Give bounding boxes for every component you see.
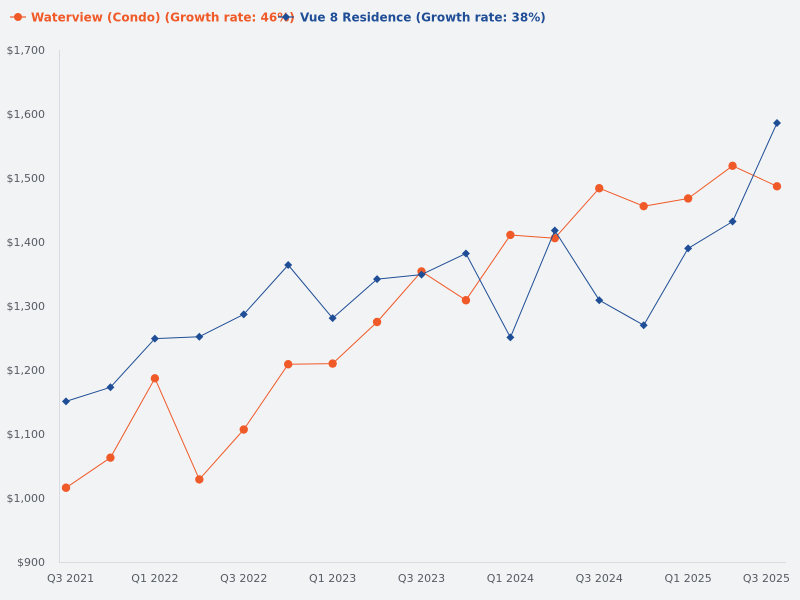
data-point-vue8[interactable] — [639, 321, 648, 330]
data-point-waterview[interactable] — [195, 475, 204, 484]
data-point-waterview[interactable] — [61, 483, 71, 492]
series-line-waterview — [65, 165, 778, 489]
data-point-vue8[interactable] — [506, 333, 515, 342]
data-point-vue8[interactable] — [461, 249, 470, 258]
legend-item-waterview[interactable]: Waterview (Condo) (Growth rate: 46%) — [10, 11, 295, 25]
x-tick-label: Q3 2021 — [47, 572, 94, 585]
data-point-vue8[interactable] — [150, 334, 159, 343]
legend-label-waterview: Waterview (Condo) (Growth rate: 46%) — [31, 11, 295, 25]
x-axis-ticks: Q3 2021 Q1 2022 Q3 2022 Q1 2023 Q3 2023 Q1 20… — [47, 572, 790, 585]
data-point-vue8[interactable] — [417, 270, 426, 279]
legend-item-vue8[interactable]: Vue 8 Residence (Growth rate: 38%) — [278, 11, 546, 25]
data-point-vue8[interactable] — [684, 244, 693, 253]
legend-label-vue8: Vue 8 Residence (Growth rate: 38%) — [300, 11, 546, 25]
data-point-waterview[interactable] — [728, 161, 737, 171]
data-point-waterview[interactable] — [372, 317, 382, 327]
y-tick-label: $1,100 — [7, 428, 46, 441]
y-tick-label: $1,600 — [7, 108, 46, 121]
y-tick-label: $1,400 — [7, 236, 46, 249]
data-point-vue8[interactable] — [195, 332, 204, 341]
data-point-waterview[interactable] — [150, 374, 160, 383]
plot-area — [61, 118, 782, 492]
data-point-vue8[interactable] — [728, 217, 737, 226]
y-axis-ticks: $900 $1,000 $1,100 $1,200 $1,300 $1,400 $1,500… — [7, 44, 46, 569]
data-point-waterview[interactable] — [461, 296, 471, 305]
x-tick-label: Q3 2023 — [398, 572, 445, 585]
legend-marker-vue8 — [282, 13, 290, 21]
data-point-vue8[interactable] — [328, 314, 337, 323]
x-tick-label: Q1 2025 — [665, 572, 712, 585]
data-point-vue8[interactable] — [239, 310, 248, 319]
y-tick-label: $900 — [17, 556, 45, 569]
data-point-vue8[interactable] — [62, 397, 70, 406]
data-point-vue8[interactable] — [106, 383, 115, 392]
y-tick-label: $1,300 — [7, 300, 46, 313]
y-tick-label: $1,500 — [7, 172, 46, 185]
data-point-vue8[interactable] — [550, 226, 559, 235]
x-tick-label: Q1 2024 — [487, 572, 534, 585]
data-point-vue8[interactable] — [595, 296, 604, 305]
data-point-waterview[interactable] — [283, 360, 293, 369]
x-tick-label: Q3 2024 — [576, 572, 623, 585]
data-point-waterview[interactable] — [595, 184, 604, 193]
data-point-vue8[interactable] — [373, 275, 382, 284]
y-tick-label: $1,700 — [7, 44, 46, 57]
legend: Waterview (Condo) (Growth rate: 46%) Vue… — [10, 11, 546, 25]
x-tick-label: Q3 2025 — [743, 572, 790, 585]
y-tick-label: $1,000 — [7, 492, 46, 505]
x-tick-label: Q1 2023 — [309, 572, 356, 585]
series-line-vue8 — [65, 122, 778, 402]
x-tick-label: Q1 2022 — [131, 572, 178, 585]
data-point-vue8[interactable] — [284, 261, 293, 270]
data-point-waterview[interactable] — [683, 194, 693, 203]
legend-marker-waterview — [14, 13, 22, 21]
data-point-waterview[interactable] — [506, 230, 515, 240]
x-tick-label: Q3 2022 — [220, 572, 267, 585]
data-point-waterview[interactable] — [328, 359, 337, 368]
data-point-waterview[interactable] — [772, 182, 782, 191]
data-point-waterview[interactable] — [239, 425, 248, 434]
data-point-vue8[interactable] — [773, 118, 781, 127]
data-point-waterview[interactable] — [639, 201, 648, 211]
data-point-waterview[interactable] — [106, 453, 115, 462]
y-tick-label: $1,200 — [7, 364, 46, 377]
